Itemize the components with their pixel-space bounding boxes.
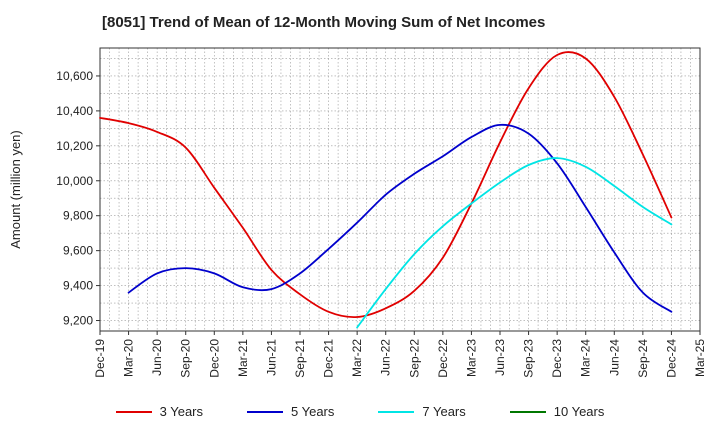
x-tick-label: Jun-23 <box>493 339 507 376</box>
x-tick-label: Sep-24 <box>636 339 650 378</box>
x-tick-label: Mar-23 <box>464 339 478 377</box>
plot-area <box>100 48 700 331</box>
legend-label: 3 Years <box>159 404 203 419</box>
chart-title: [8051] Trend of Mean of 12-Month Moving … <box>102 14 546 31</box>
x-tick-label: Sep-23 <box>522 339 536 378</box>
series-line-5-years <box>127 123 673 313</box>
y-tick-label: 9,800 <box>63 209 93 223</box>
x-tick-label: Jun-22 <box>379 339 393 376</box>
y-tick-label: 9,600 <box>63 244 93 258</box>
x-tick-label: Mar-20 <box>122 339 136 377</box>
x-tick-label: Jun-20 <box>150 339 164 376</box>
series-line-3-years <box>99 51 673 319</box>
legend-item: 3 Years <box>115 404 203 419</box>
x-tick-label: Dec-23 <box>550 339 564 378</box>
y-tick-label: 10,400 <box>56 104 93 118</box>
x-tick-label: Dec-24 <box>664 339 678 378</box>
x-tick-label: Mar-25 <box>693 339 707 377</box>
y-tick-label: 9,200 <box>63 314 93 328</box>
x-tick-label: Dec-21 <box>322 339 336 378</box>
x-tick-label: Sep-20 <box>179 339 193 378</box>
y-tick-label: 10,200 <box>56 139 93 153</box>
legend-swatch <box>247 410 283 413</box>
legend-swatch <box>509 410 546 413</box>
y-tick-label: 9,400 <box>63 279 93 293</box>
legend-item: 5 Years <box>247 404 334 419</box>
y-axis-label: Amount (million yen) <box>8 130 23 249</box>
legend-swatch <box>115 410 152 413</box>
x-tick-label: Jun-24 <box>607 339 621 376</box>
legend-item: 10 Years <box>509 404 605 419</box>
x-tick-label: Jun-21 <box>264 339 278 376</box>
line-chart: 9,200 9,400 9,600 9,800 10,000 10,200 10,400 10… <box>8 47 707 378</box>
x-tick-label: Sep-21 <box>293 339 307 378</box>
legend-label: 5 Years <box>291 404 335 419</box>
x-tick-label: Dec-22 <box>436 339 450 378</box>
x-tick-label: Mar-24 <box>579 339 593 377</box>
plot-frame <box>99 47 701 332</box>
x-tick-label: Mar-21 <box>236 339 250 377</box>
series-line-7-years <box>356 157 673 329</box>
x-tick-label: Dec-20 <box>207 339 221 378</box>
y-tick-label: 10,000 <box>56 174 93 188</box>
x-tick-label: Dec-19 <box>93 339 107 378</box>
legend-swatch <box>378 410 415 413</box>
x-tick-label: Mar-22 <box>350 339 364 377</box>
legend-label: 10 Years <box>553 404 605 419</box>
legend: 3 Years 5 Years 7 Years 10 Years <box>0 404 720 419</box>
legend-item: 7 Years <box>378 404 466 419</box>
y-tick-label: 10,600 <box>56 69 93 83</box>
legend-label: 7 Years <box>422 404 466 419</box>
x-tick-label: Sep-22 <box>407 339 421 378</box>
